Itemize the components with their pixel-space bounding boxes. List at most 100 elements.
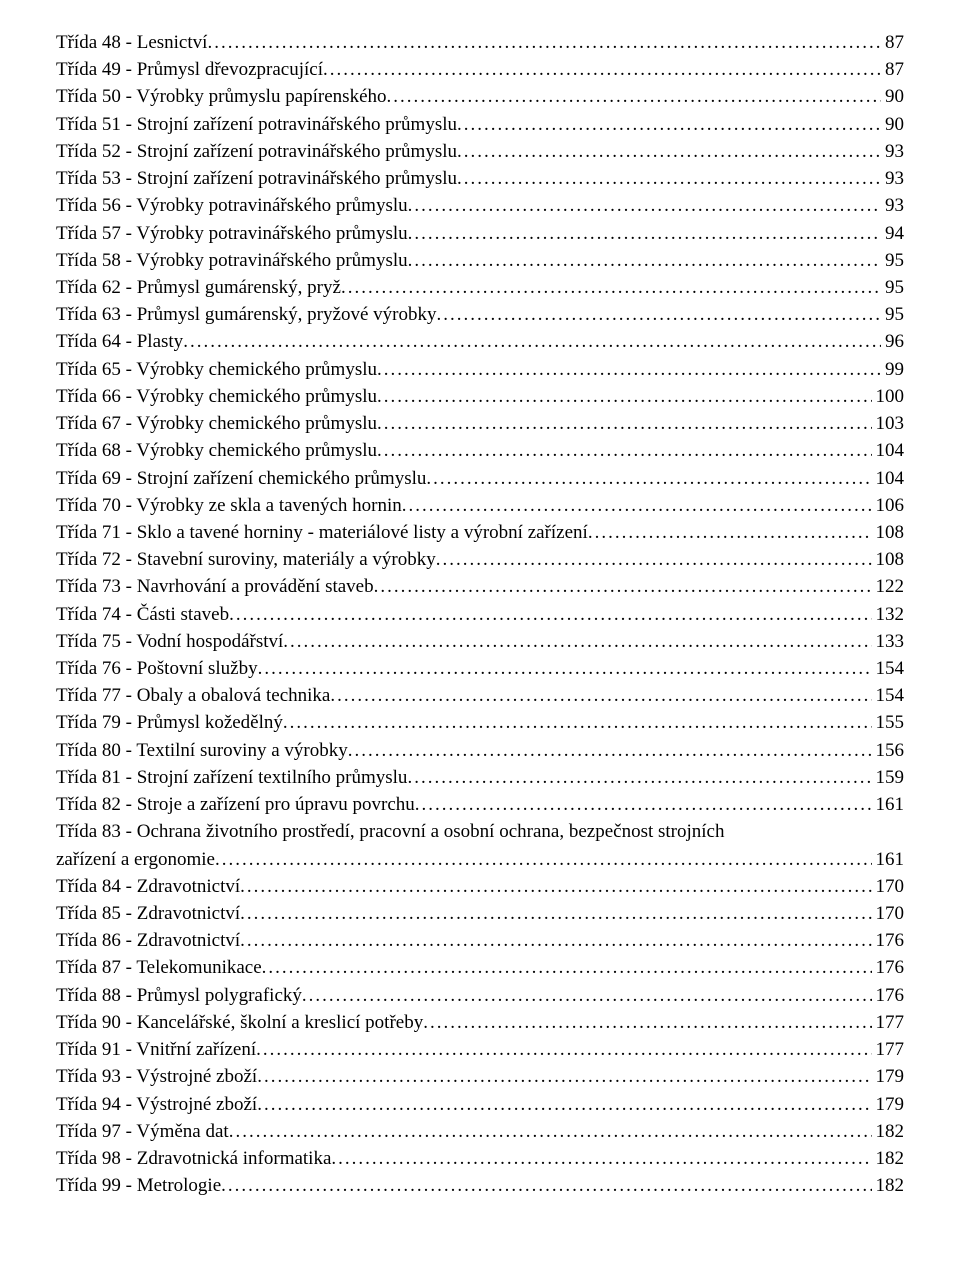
toc-dot-leader: ........................................… <box>408 248 881 274</box>
toc-entry-page: 95 <box>881 275 904 301</box>
toc-entry-page: 108 <box>872 520 905 546</box>
toc-entry: Třída 73 - Navrhování a provádění staveb… <box>56 574 904 600</box>
toc-entry-label: Třída 80 - Textilní suroviny a výrobky <box>56 738 348 764</box>
toc-entry-label: Třída 52 - Strojní zařízení potravinářsk… <box>56 139 457 165</box>
toc-entry-label: Třída 82 - Stroje a zařízení pro úpravu … <box>56 792 415 818</box>
toc-dot-leader: ........................................… <box>387 84 881 110</box>
toc-entry-page: 177 <box>872 1010 905 1036</box>
toc-entry-label: Třída 87 - Telekomunikace <box>56 955 262 981</box>
toc-dot-leader: ........................................… <box>426 466 871 492</box>
toc-entry-label: Třída 70 - Výrobky ze skla a tavených ho… <box>56 493 402 519</box>
toc-dot-leader: ........................................… <box>377 384 872 410</box>
toc-entry: Třída 86 - Zdravotnictví................… <box>56 928 904 954</box>
toc-entry: Třída 57 - Výrobky potravinářského průmy… <box>56 221 904 247</box>
toc-entry: Třída 67 - Výrobky chemického průmyslu..… <box>56 411 904 437</box>
toc-entry-label: Třída 63 - Průmysl gumárenský, pryžové v… <box>56 302 436 328</box>
toc-entry: Třída 66 - Výrobky chemického průmyslu..… <box>56 384 904 410</box>
toc-entry-label: Třída 56 - Výrobky potravinářského průmy… <box>56 193 408 219</box>
toc-dot-leader: ........................................… <box>240 928 871 954</box>
toc-entry-page: 161 <box>872 792 905 818</box>
toc-entry-page: 182 <box>872 1119 905 1145</box>
toc-entry: Třída 52 - Strojní zařízení potravinářsk… <box>56 139 904 165</box>
toc-entry-label: Třída 97 - Výměna dat <box>56 1119 229 1145</box>
toc-dot-leader: ........................................… <box>229 1119 872 1145</box>
toc-dot-leader: ........................................… <box>221 1173 871 1199</box>
toc-entry-label: Třída 57 - Výrobky potravinářského průmy… <box>56 221 408 247</box>
toc-entry-page: 96 <box>881 329 904 355</box>
toc-entry-page: 155 <box>872 710 905 736</box>
toc-dot-leader: ........................................… <box>377 438 872 464</box>
toc-entry: Třída 99 - Metrologie...................… <box>56 1173 904 1199</box>
toc-dot-leader: ........................................… <box>330 683 871 709</box>
toc-entry: Třída 83 - Ochrana životního prostředí, … <box>56 819 904 845</box>
toc-dot-leader: ........................................… <box>402 493 872 519</box>
toc-entry-page: 87 <box>881 30 904 56</box>
toc-entry-label: Třída 84 - Zdravotnictví <box>56 874 240 900</box>
toc-entry: Třída 81 - Strojní zařízení textilního p… <box>56 765 904 791</box>
toc-dot-leader: ........................................… <box>283 710 872 736</box>
toc-entry: Třída 75 - Vodní hospodářství...........… <box>56 629 904 655</box>
toc-entry: Třída 79 - Průmysl kožedělný............… <box>56 710 904 736</box>
toc-entry-label: Třída 91 - Vnitřní zařízení <box>56 1037 256 1063</box>
toc-entry-page: 106 <box>872 493 905 519</box>
toc-dot-leader: ........................................… <box>408 193 881 219</box>
toc-dot-leader: ........................................… <box>457 112 881 138</box>
toc-dot-leader: ........................................… <box>229 602 871 628</box>
toc-dot-leader: ........................................… <box>323 57 881 83</box>
toc-entry: Třída 56 - Výrobky potravinářského průmy… <box>56 193 904 219</box>
toc-dot-leader: ........................................… <box>415 792 872 818</box>
toc-dot-leader: ........................................… <box>377 411 872 437</box>
toc-dot-leader: ........................................… <box>258 656 872 682</box>
toc-entry: Třída 91 - Vnitřní zařízení.............… <box>56 1037 904 1063</box>
toc-entry: Třída 50 - Výrobky průmyslu papírenského… <box>56 84 904 110</box>
toc-entry: Třída 90 - Kancelářské, školní a kreslic… <box>56 1010 904 1036</box>
toc-entry-label: Třída 83 - Ochrana životního prostředí, … <box>56 819 724 845</box>
toc-entry: Třída 82 - Stroje a zařízení pro úpravu … <box>56 792 904 818</box>
toc-dot-leader: ........................................… <box>207 30 881 56</box>
toc-entry-page: 179 <box>872 1092 905 1118</box>
toc-dot-leader: ........................................… <box>331 1146 871 1172</box>
toc-entry: Třída 70 - Výrobky ze skla a tavených ho… <box>56 493 904 519</box>
toc-entry-label: Třída 99 - Metrologie <box>56 1173 221 1199</box>
toc-entry-page: 95 <box>881 248 904 274</box>
toc-dot-leader: ........................................… <box>215 847 872 873</box>
toc-entry-label: Třída 93 - Výstrojné zboží <box>56 1064 257 1090</box>
toc-entry-label: Třída 73 - Navrhování a provádění staveb <box>56 574 374 600</box>
toc-dot-leader: ........................................… <box>436 547 872 573</box>
toc-entry: Třída 80 - Textilní suroviny a výrobky..… <box>56 738 904 764</box>
toc-entry-label: Třída 66 - Výrobky chemického průmyslu <box>56 384 377 410</box>
toc-entry-label: Třída 79 - Průmysl kožedělný <box>56 710 283 736</box>
toc-entry: Třída 58 - Výrobky potravinářského průmy… <box>56 248 904 274</box>
toc-dot-leader: ........................................… <box>256 1037 871 1063</box>
toc-entry-page: 104 <box>872 466 905 492</box>
toc-entry: Třída 76 - Poštovní služby..............… <box>56 656 904 682</box>
toc-entry-label: Třída 85 - Zdravotnictví <box>56 901 240 927</box>
toc-entry-label: Třída 69 - Strojní zařízení chemického p… <box>56 466 426 492</box>
toc-entry: Třída 87 - Telekomunikace...............… <box>56 955 904 981</box>
toc-dot-leader: ........................................… <box>423 1010 871 1036</box>
toc-entry: Třída 94 - Výstrojné zboží..............… <box>56 1092 904 1118</box>
toc-entry-label: zařízení a ergonomie <box>56 847 215 873</box>
toc-entry: Třída 74 - Části staveb.................… <box>56 602 904 628</box>
toc-entry: Třída 93 - Výstrojné zboží..............… <box>56 1064 904 1090</box>
toc-entry-page: 95 <box>881 302 904 328</box>
toc-dot-leader: ........................................… <box>257 1092 871 1118</box>
toc-entry: Třída 51 - Strojní zařízení potravinářsk… <box>56 112 904 138</box>
toc-entry-label: Třída 88 - Průmysl polygrafický <box>56 983 302 1009</box>
toc-entry-page: 179 <box>872 1064 905 1090</box>
toc-entry-label: Třída 74 - Části staveb <box>56 602 229 628</box>
toc-dot-leader: ........................................… <box>302 983 872 1009</box>
toc-entry-continuation: zařízení a ergonomie....................… <box>56 847 904 873</box>
toc-dot-leader: ........................................… <box>341 275 881 301</box>
toc-entry-page: 132 <box>872 602 905 628</box>
toc-dot-leader: ........................................… <box>257 1064 871 1090</box>
toc-entry-page: 103 <box>872 411 905 437</box>
toc-entry: Třída 88 - Průmysl polygrafický.........… <box>56 983 904 1009</box>
toc-entry-page: 87 <box>881 57 904 83</box>
toc-entry-page: 99 <box>881 357 904 383</box>
toc-entry-label: Třída 62 - Průmysl gumárenský, pryž <box>56 275 341 301</box>
toc-entry-label: Třída 81 - Strojní zařízení textilního p… <box>56 765 407 791</box>
toc-entry: Třída 49 - Průmysl dřevozpracující......… <box>56 57 904 83</box>
toc-entry-page: 93 <box>881 166 904 192</box>
toc-dot-leader: ........................................… <box>348 738 872 764</box>
